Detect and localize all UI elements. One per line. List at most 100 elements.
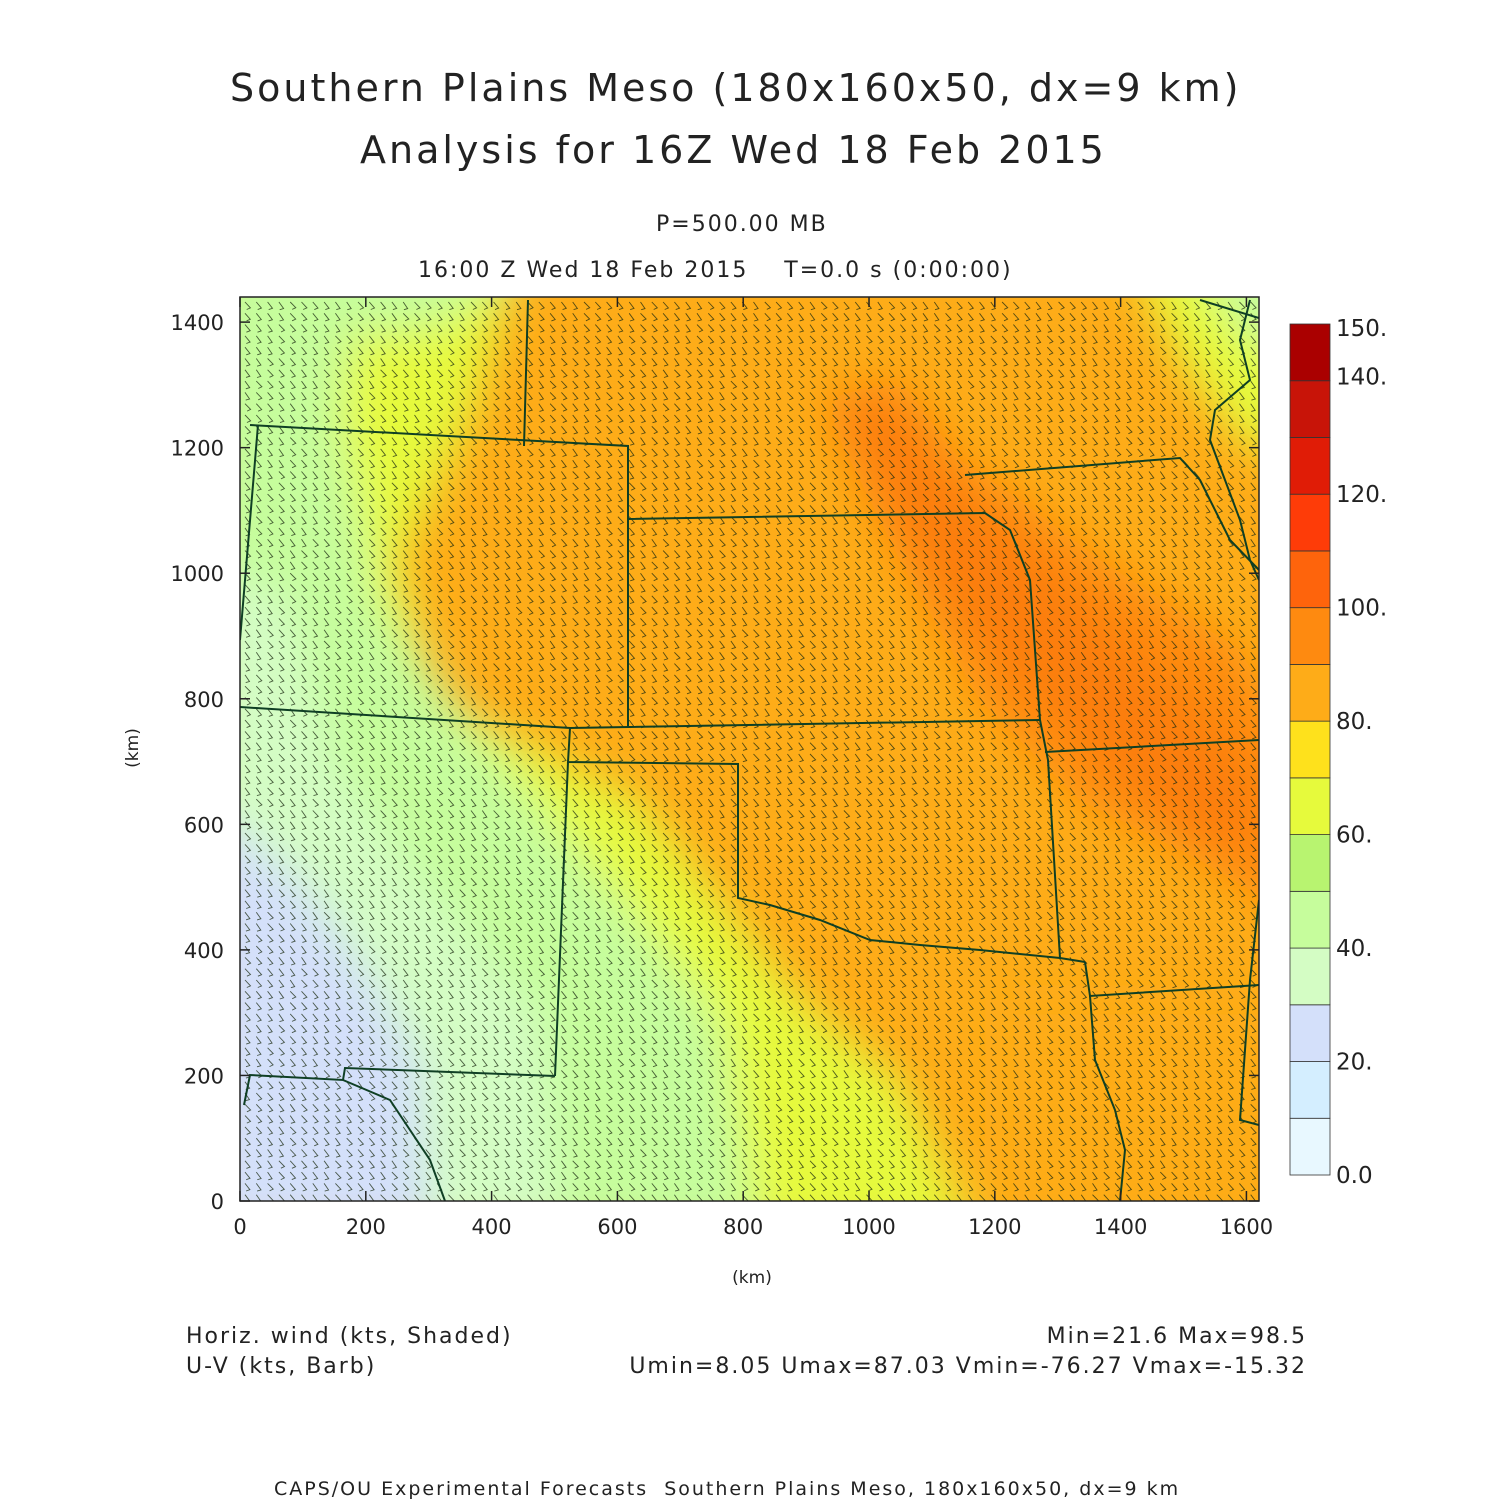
- wind-barb: [888, 312, 896, 322]
- wind-barb: [866, 697, 873, 706]
- wind-barb: [787, 313, 794, 322]
- wind-barb: [1058, 471, 1065, 480]
- wind-barb: [662, 663, 669, 672]
- wind-barb: [1182, 550, 1189, 559]
- wind-barb: [1159, 572, 1166, 582]
- wind-barb: [357, 618, 364, 627]
- wind-barb: [911, 561, 918, 570]
- wind-speed-shading: [240, 297, 1259, 1201]
- wind-barb: [1080, 346, 1087, 356]
- wind-barb: [391, 459, 398, 469]
- wind-barb: [753, 674, 760, 683]
- wind-barb: [787, 482, 793, 491]
- wind-barb: [527, 324, 534, 333]
- wind-barb: [391, 572, 398, 582]
- wind-barb: [956, 437, 963, 446]
- wind-barb: [933, 539, 940, 548]
- wind-barb: [888, 708, 896, 717]
- wind-barb: [1080, 335, 1087, 344]
- wind-barb: [696, 572, 703, 582]
- wind-barb: [877, 595, 885, 604]
- wind-barb: [674, 697, 681, 706]
- wind-barb: [730, 651, 738, 661]
- wind-barb: [481, 685, 489, 695]
- wind-barb: [289, 312, 297, 322]
- wind-barb: [549, 561, 557, 570]
- wind-barb: [1114, 448, 1122, 457]
- wind-barb: [1058, 358, 1065, 367]
- wind-barb: [945, 640, 952, 650]
- wind-barb: [1092, 708, 1099, 717]
- wind-barb: [640, 595, 647, 604]
- wind-barb: [583, 697, 590, 706]
- wind-barb: [967, 663, 975, 672]
- wind-barb: [1182, 527, 1189, 537]
- wind-barb: [1182, 697, 1189, 706]
- wind-barb: [1126, 697, 1133, 706]
- wind-barb: [402, 482, 410, 491]
- wind-barb: [956, 572, 964, 582]
- wind-barb: [696, 674, 703, 683]
- wind-barb: [1092, 629, 1098, 638]
- wind-barb: [255, 471, 262, 480]
- wind-barb: [1148, 651, 1156, 661]
- wind-barb: [753, 652, 760, 661]
- wind-barb: [1171, 471, 1178, 480]
- wind-barb: [1182, 606, 1189, 616]
- wind-barb: [979, 606, 985, 616]
- wind-barb: [617, 392, 625, 401]
- wind-barb: [1058, 380, 1065, 390]
- wind-barb: [278, 324, 286, 333]
- wind-barb: [832, 346, 839, 356]
- wind-barb: [346, 482, 353, 491]
- wind-barb: [1103, 572, 1110, 582]
- wind-barb: [685, 629, 693, 638]
- wind-barb: [481, 606, 489, 616]
- wind-barb: [594, 380, 601, 390]
- wind-barb: [278, 313, 285, 322]
- wind-barb: [651, 301, 659, 310]
- wind-barb: [1103, 335, 1111, 344]
- wind-barb: [1216, 414, 1223, 424]
- wind-barb: [956, 538, 964, 548]
- wind-barb: [357, 493, 364, 503]
- wind-barb: [414, 685, 420, 695]
- wind-barb: [1159, 505, 1167, 514]
- wind-barb: [809, 561, 816, 570]
- wind-barb: [1250, 663, 1257, 672]
- wind-barb: [1205, 369, 1211, 378]
- wind-barb: [448, 527, 455, 536]
- wind-barb: [448, 719, 454, 729]
- wind-barb: [357, 674, 364, 684]
- wind-barb: [606, 414, 613, 423]
- wind-barb: [1035, 414, 1042, 424]
- wind-barb: [436, 313, 443, 322]
- wind-barb: [402, 561, 409, 571]
- wind-barb: [1114, 505, 1122, 514]
- wind-barb: [436, 651, 444, 661]
- wind-barb: [1239, 652, 1246, 661]
- wind-barb: [1216, 527, 1223, 536]
- wind-barb: [267, 606, 273, 616]
- wind-barb: [1193, 358, 1200, 367]
- wind-barb: [289, 539, 296, 548]
- wind-barb: [515, 335, 523, 344]
- wind-barb: [368, 595, 376, 604]
- wind-barb: [346, 403, 353, 412]
- wind-barb: [436, 719, 443, 729]
- wind-barb: [402, 685, 409, 695]
- wind-barb: [1024, 335, 1031, 344]
- wind-barb: [448, 595, 454, 604]
- wind-barb: [617, 380, 625, 390]
- wind-barb: [945, 505, 952, 514]
- wind-barb: [459, 324, 467, 333]
- wind-barb: [1001, 572, 1009, 582]
- wind-barb: [674, 685, 681, 695]
- wind-barb: [662, 652, 669, 661]
- wind-barb: [1001, 606, 1009, 616]
- wind-barb: [448, 572, 455, 582]
- wind-barb: [335, 459, 341, 469]
- wind-barb: [640, 403, 647, 412]
- wind-barb: [764, 708, 771, 717]
